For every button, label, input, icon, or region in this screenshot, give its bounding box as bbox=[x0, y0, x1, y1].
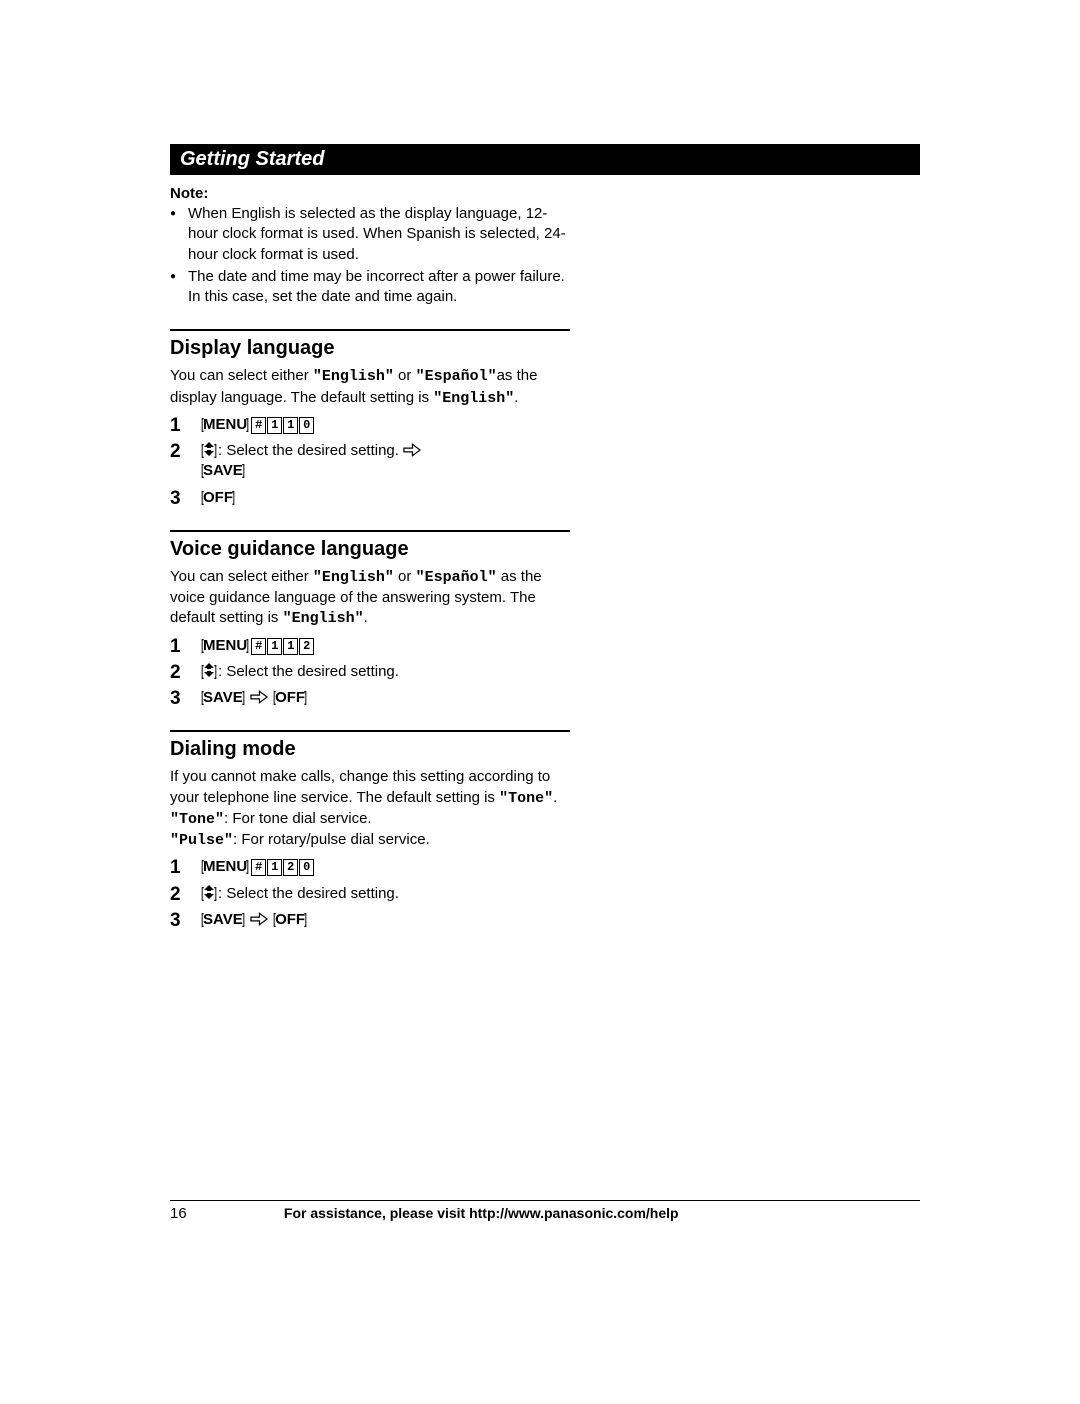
option-espanol: "Español" bbox=[416, 569, 497, 586]
text: or bbox=[394, 568, 416, 585]
text: . bbox=[553, 789, 557, 806]
keycap: # bbox=[251, 417, 266, 434]
step-text: : Select the desired setting. bbox=[218, 442, 403, 459]
updown-button bbox=[200, 885, 218, 902]
page-footer: 16 For assistance, please visit http://w… bbox=[170, 1200, 920, 1222]
step: 3 SAVE OFF bbox=[170, 910, 570, 930]
step-number: 1 bbox=[170, 634, 181, 660]
option-english: "English" bbox=[313, 569, 394, 586]
keycap: # bbox=[251, 638, 266, 655]
option-english: "English" bbox=[313, 368, 394, 385]
text: You can select either bbox=[170, 568, 313, 585]
off-button: OFF bbox=[200, 489, 236, 506]
save-button: SAVE bbox=[200, 689, 246, 706]
voice-guidance-steps: 1 MENU#112 2 : Select the desired settin… bbox=[170, 636, 570, 709]
step: 2 : Select the desired setting. SAVE bbox=[170, 441, 570, 482]
tone-desc: : For tone dial service. bbox=[224, 810, 372, 827]
step: 3 OFF bbox=[170, 488, 570, 508]
save-button: SAVE bbox=[200, 911, 246, 928]
note-item: The date and time may be incorrect after… bbox=[170, 267, 570, 308]
step-number: 2 bbox=[170, 660, 181, 686]
updown-button bbox=[200, 663, 218, 680]
off-button: OFF bbox=[272, 689, 308, 706]
text: . bbox=[364, 609, 368, 626]
step-number: 1 bbox=[170, 413, 181, 439]
keycap: 2 bbox=[283, 859, 298, 876]
step-number: 3 bbox=[170, 686, 181, 712]
step-number: 3 bbox=[170, 908, 181, 934]
keycap: 1 bbox=[283, 417, 298, 434]
option-default: "English" bbox=[433, 390, 514, 407]
tone-label: "Tone" bbox=[170, 811, 224, 828]
option-tone: "Tone" bbox=[499, 790, 553, 807]
updown-icon bbox=[203, 662, 215, 678]
arrow-right-icon bbox=[250, 690, 268, 704]
voice-guidance-intro: You can select either "English" or "Espa… bbox=[170, 567, 570, 630]
step: 2 : Select the desired setting. bbox=[170, 662, 570, 682]
keycap: 1 bbox=[267, 638, 282, 655]
dialing-mode-intro: If you cannot make calls, change this se… bbox=[170, 767, 570, 851]
section-header: Getting Started bbox=[170, 144, 920, 175]
step: 1 MENU#110 bbox=[170, 415, 570, 435]
step-text: : Select the desired setting. bbox=[218, 885, 399, 902]
keycap: 0 bbox=[299, 417, 314, 434]
text: You can select either bbox=[170, 367, 313, 384]
menu-button: MENU bbox=[200, 416, 250, 433]
step: 1 MENU#112 bbox=[170, 636, 570, 656]
menu-button: MENU bbox=[200, 637, 250, 654]
keycap: # bbox=[251, 859, 266, 876]
section-rule bbox=[170, 730, 570, 732]
keycap: 1 bbox=[267, 859, 282, 876]
step: 3 SAVE OFF bbox=[170, 688, 570, 708]
note-label: Note: bbox=[170, 185, 570, 202]
step: 1 MENU#120 bbox=[170, 857, 570, 877]
off-button: OFF bbox=[272, 911, 308, 928]
menu-button: MENU bbox=[200, 858, 250, 875]
updown-icon bbox=[203, 441, 215, 457]
arrow-right-icon bbox=[403, 443, 421, 457]
footer-text: For assistance, please visit http://www.… bbox=[284, 1205, 679, 1221]
step-number: 2 bbox=[170, 439, 181, 465]
pulse-desc: : For rotary/pulse dial service. bbox=[233, 831, 430, 848]
pulse-label: "Pulse" bbox=[170, 832, 233, 849]
voice-guidance-heading: Voice guidance language bbox=[170, 538, 570, 561]
display-language-steps: 1 MENU#110 2 : Select the desired settin… bbox=[170, 415, 570, 508]
keycap: 1 bbox=[283, 638, 298, 655]
step-text: : Select the desired setting. bbox=[218, 663, 399, 680]
dialing-mode-steps: 1 MENU#120 2 : Select the desired settin… bbox=[170, 857, 570, 930]
step-number: 3 bbox=[170, 486, 181, 512]
section-rule bbox=[170, 329, 570, 331]
note-list: When English is selected as the display … bbox=[170, 204, 570, 307]
note-item: When English is selected as the display … bbox=[170, 204, 570, 265]
page-number: 16 bbox=[170, 1205, 280, 1222]
keycap: 2 bbox=[299, 638, 314, 655]
text: If you cannot make calls, change this se… bbox=[170, 768, 550, 805]
option-default: "English" bbox=[283, 610, 364, 627]
content-column: Note: When English is selected as the di… bbox=[170, 185, 570, 930]
updown-icon bbox=[203, 884, 215, 900]
option-espanol: "Español" bbox=[416, 368, 497, 385]
step-number: 1 bbox=[170, 855, 181, 881]
step: 2 : Select the desired setting. bbox=[170, 884, 570, 904]
dialing-mode-heading: Dialing mode bbox=[170, 738, 570, 761]
updown-button bbox=[200, 442, 218, 459]
save-button: SAVE bbox=[200, 462, 246, 479]
section-rule bbox=[170, 530, 570, 532]
arrow-right-icon bbox=[250, 912, 268, 926]
keycap: 1 bbox=[267, 417, 282, 434]
display-language-heading: Display language bbox=[170, 337, 570, 360]
page: Getting Started Note: When English is se… bbox=[0, 0, 1080, 1404]
display-language-intro: You can select either "English" or "Espa… bbox=[170, 366, 570, 409]
keycap: 0 bbox=[299, 859, 314, 876]
step-number: 2 bbox=[170, 882, 181, 908]
text: . bbox=[514, 389, 518, 406]
text: or bbox=[394, 367, 416, 384]
